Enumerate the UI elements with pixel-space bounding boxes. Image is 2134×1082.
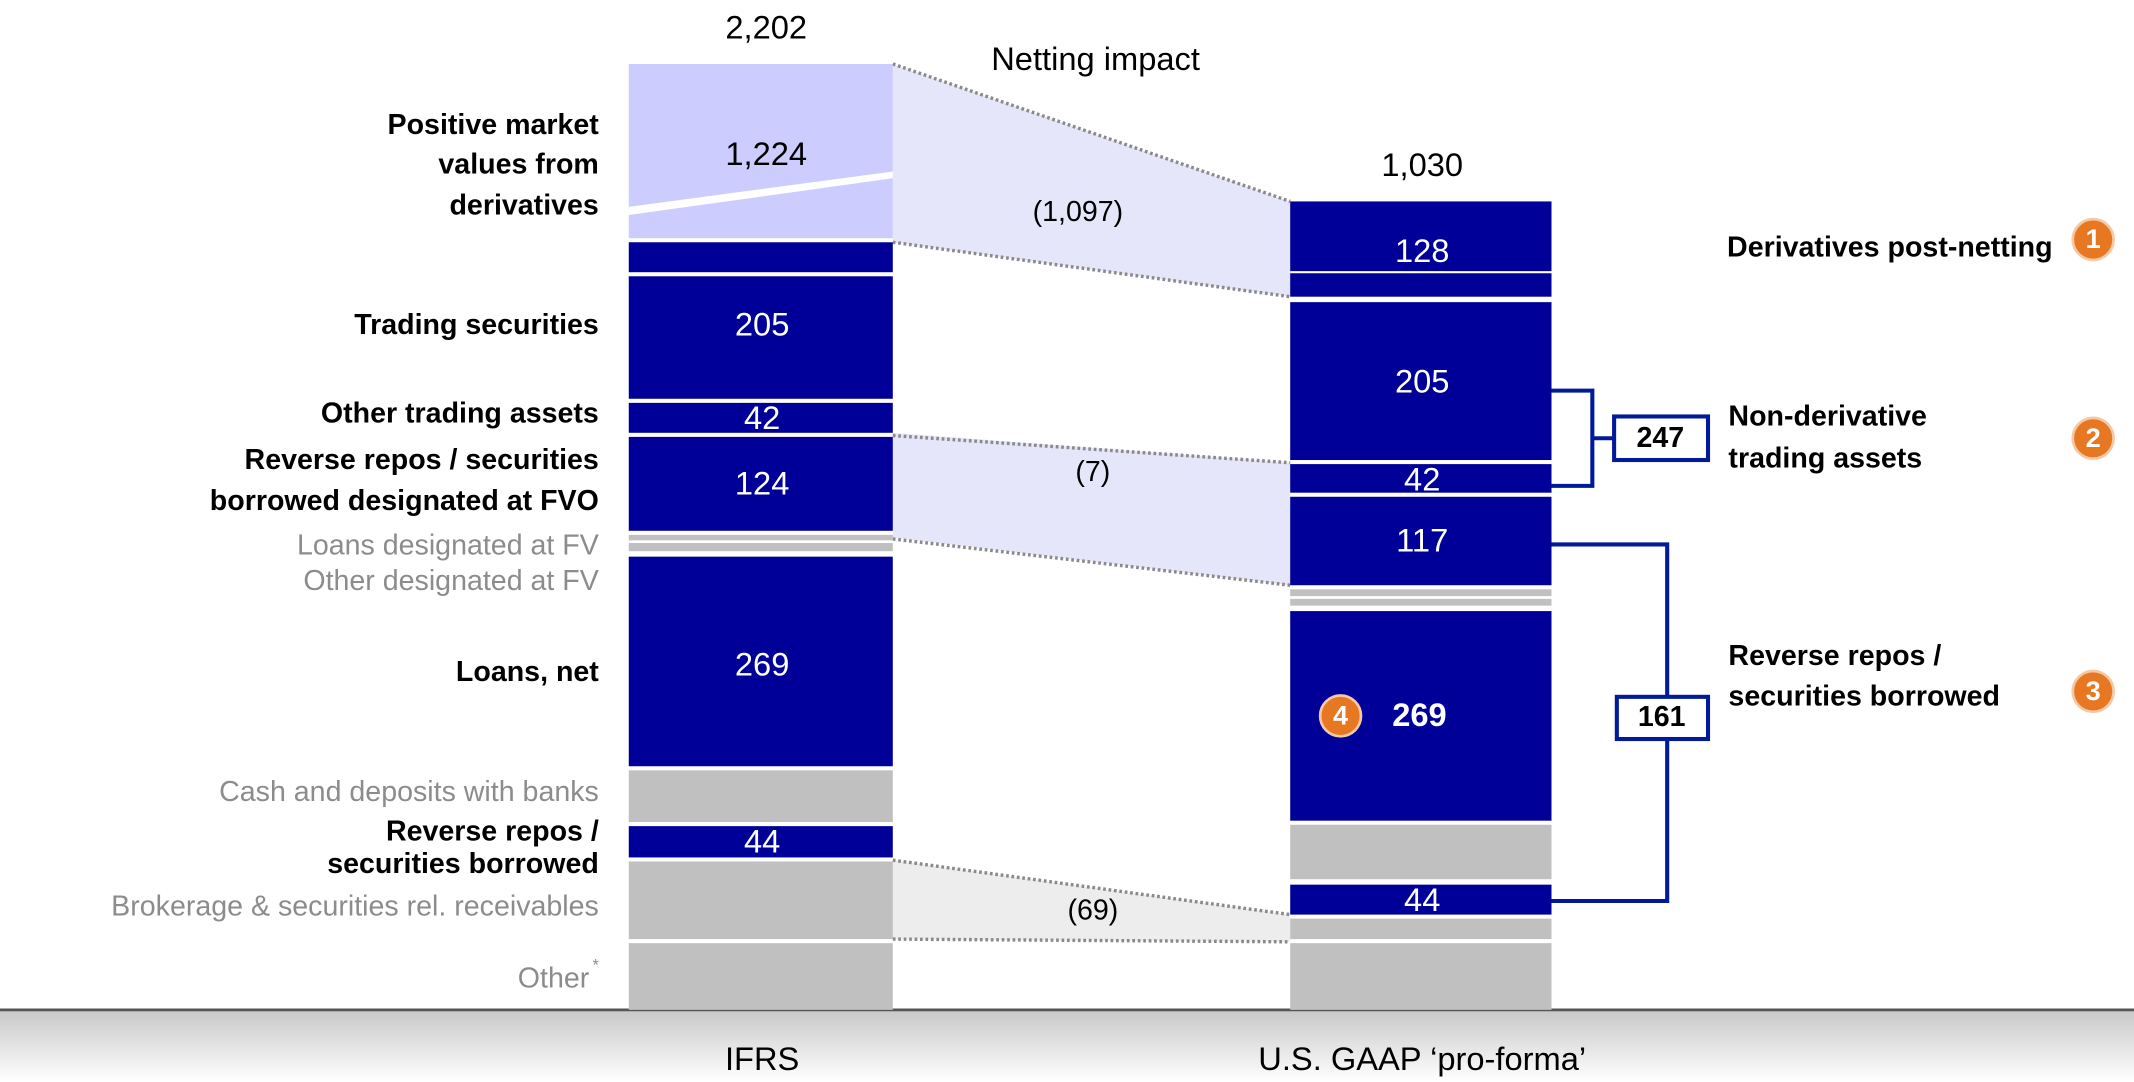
footnote-mark: *: [592, 957, 599, 975]
badge: 2: [2071, 416, 2115, 461]
label: Trading securities: [354, 309, 599, 341]
netting-area: [892, 63, 1291, 297]
segment-value: 44: [744, 822, 780, 859]
netting-area: [892, 432, 1291, 586]
left-labels: Positive market values from derivatives …: [111, 109, 599, 994]
label: derivatives: [449, 189, 598, 221]
label: Non-derivative: [1728, 400, 1927, 432]
label: Loans, net: [456, 656, 599, 688]
label: Positive market: [388, 109, 600, 141]
label: Loans designated at FV: [297, 530, 599, 562]
total: 2,202: [725, 9, 807, 46]
badge-label: 4: [1333, 699, 1348, 730]
bracket: 247: [1551, 388, 1711, 488]
netting-title: Netting impact: [991, 40, 1200, 77]
label: trading assets: [1728, 443, 1922, 475]
netting-value: (7): [1075, 456, 1110, 488]
badge-label: 2: [2086, 422, 2101, 453]
netting-area: [892, 860, 1291, 942]
label: Other: [518, 962, 590, 994]
ifrs-bar: [628, 63, 893, 1010]
bar-label: IFRS: [725, 1040, 799, 1077]
segment-value: 44: [1404, 881, 1440, 918]
label: Reverse repos / securities: [245, 444, 599, 476]
total: 1,030: [1381, 146, 1463, 183]
segment-value: 117: [1396, 522, 1448, 559]
segment-value: 205: [1395, 362, 1449, 399]
bracket: 161: [1551, 542, 1711, 904]
label: Reverse repos /: [1728, 640, 1941, 672]
badge: 4: [1318, 694, 1363, 738]
segment-value: 128: [1395, 232, 1449, 269]
label: Cash and deposits with banks: [219, 776, 599, 808]
label: Derivatives post-netting: [1727, 232, 2053, 264]
netting-value: (1,097): [1033, 196, 1124, 228]
us-gaap-bar: [1290, 201, 1552, 1010]
badge-label: 3: [2086, 675, 2101, 706]
label: Reverse repos /: [386, 815, 599, 847]
label: securities borrowed: [327, 848, 599, 880]
segment-value: 42: [744, 399, 780, 436]
segment-value: 205: [735, 305, 789, 342]
segment-value: 42: [1404, 460, 1440, 497]
label: values from: [438, 149, 598, 181]
badge: 3: [2071, 669, 2115, 714]
bracket-value: 161: [1638, 701, 1686, 733]
bracket-value: 247: [1637, 422, 1685, 454]
label: Other trading assets: [321, 398, 599, 430]
netting-value: (69): [1067, 894, 1118, 926]
floor: [0, 1009, 2134, 1082]
label: securities borrowed: [1728, 681, 2000, 713]
segment-value: 124: [735, 465, 789, 502]
label: Brokerage & securities rel. receivables: [111, 890, 599, 922]
segment-value: 269: [1392, 696, 1446, 733]
segment-value: 269: [735, 646, 789, 683]
badge: 1: [2071, 217, 2115, 262]
label: borrowed designated at FVO: [210, 485, 599, 517]
badge-label: 1: [2086, 223, 2101, 254]
label: Other designated at FV: [303, 565, 598, 597]
segment-value: 1,224: [725, 135, 807, 172]
bar-label: U.S. GAAP ‘pro-forma’: [1258, 1040, 1586, 1077]
netting-lines: [892, 62, 1291, 944]
